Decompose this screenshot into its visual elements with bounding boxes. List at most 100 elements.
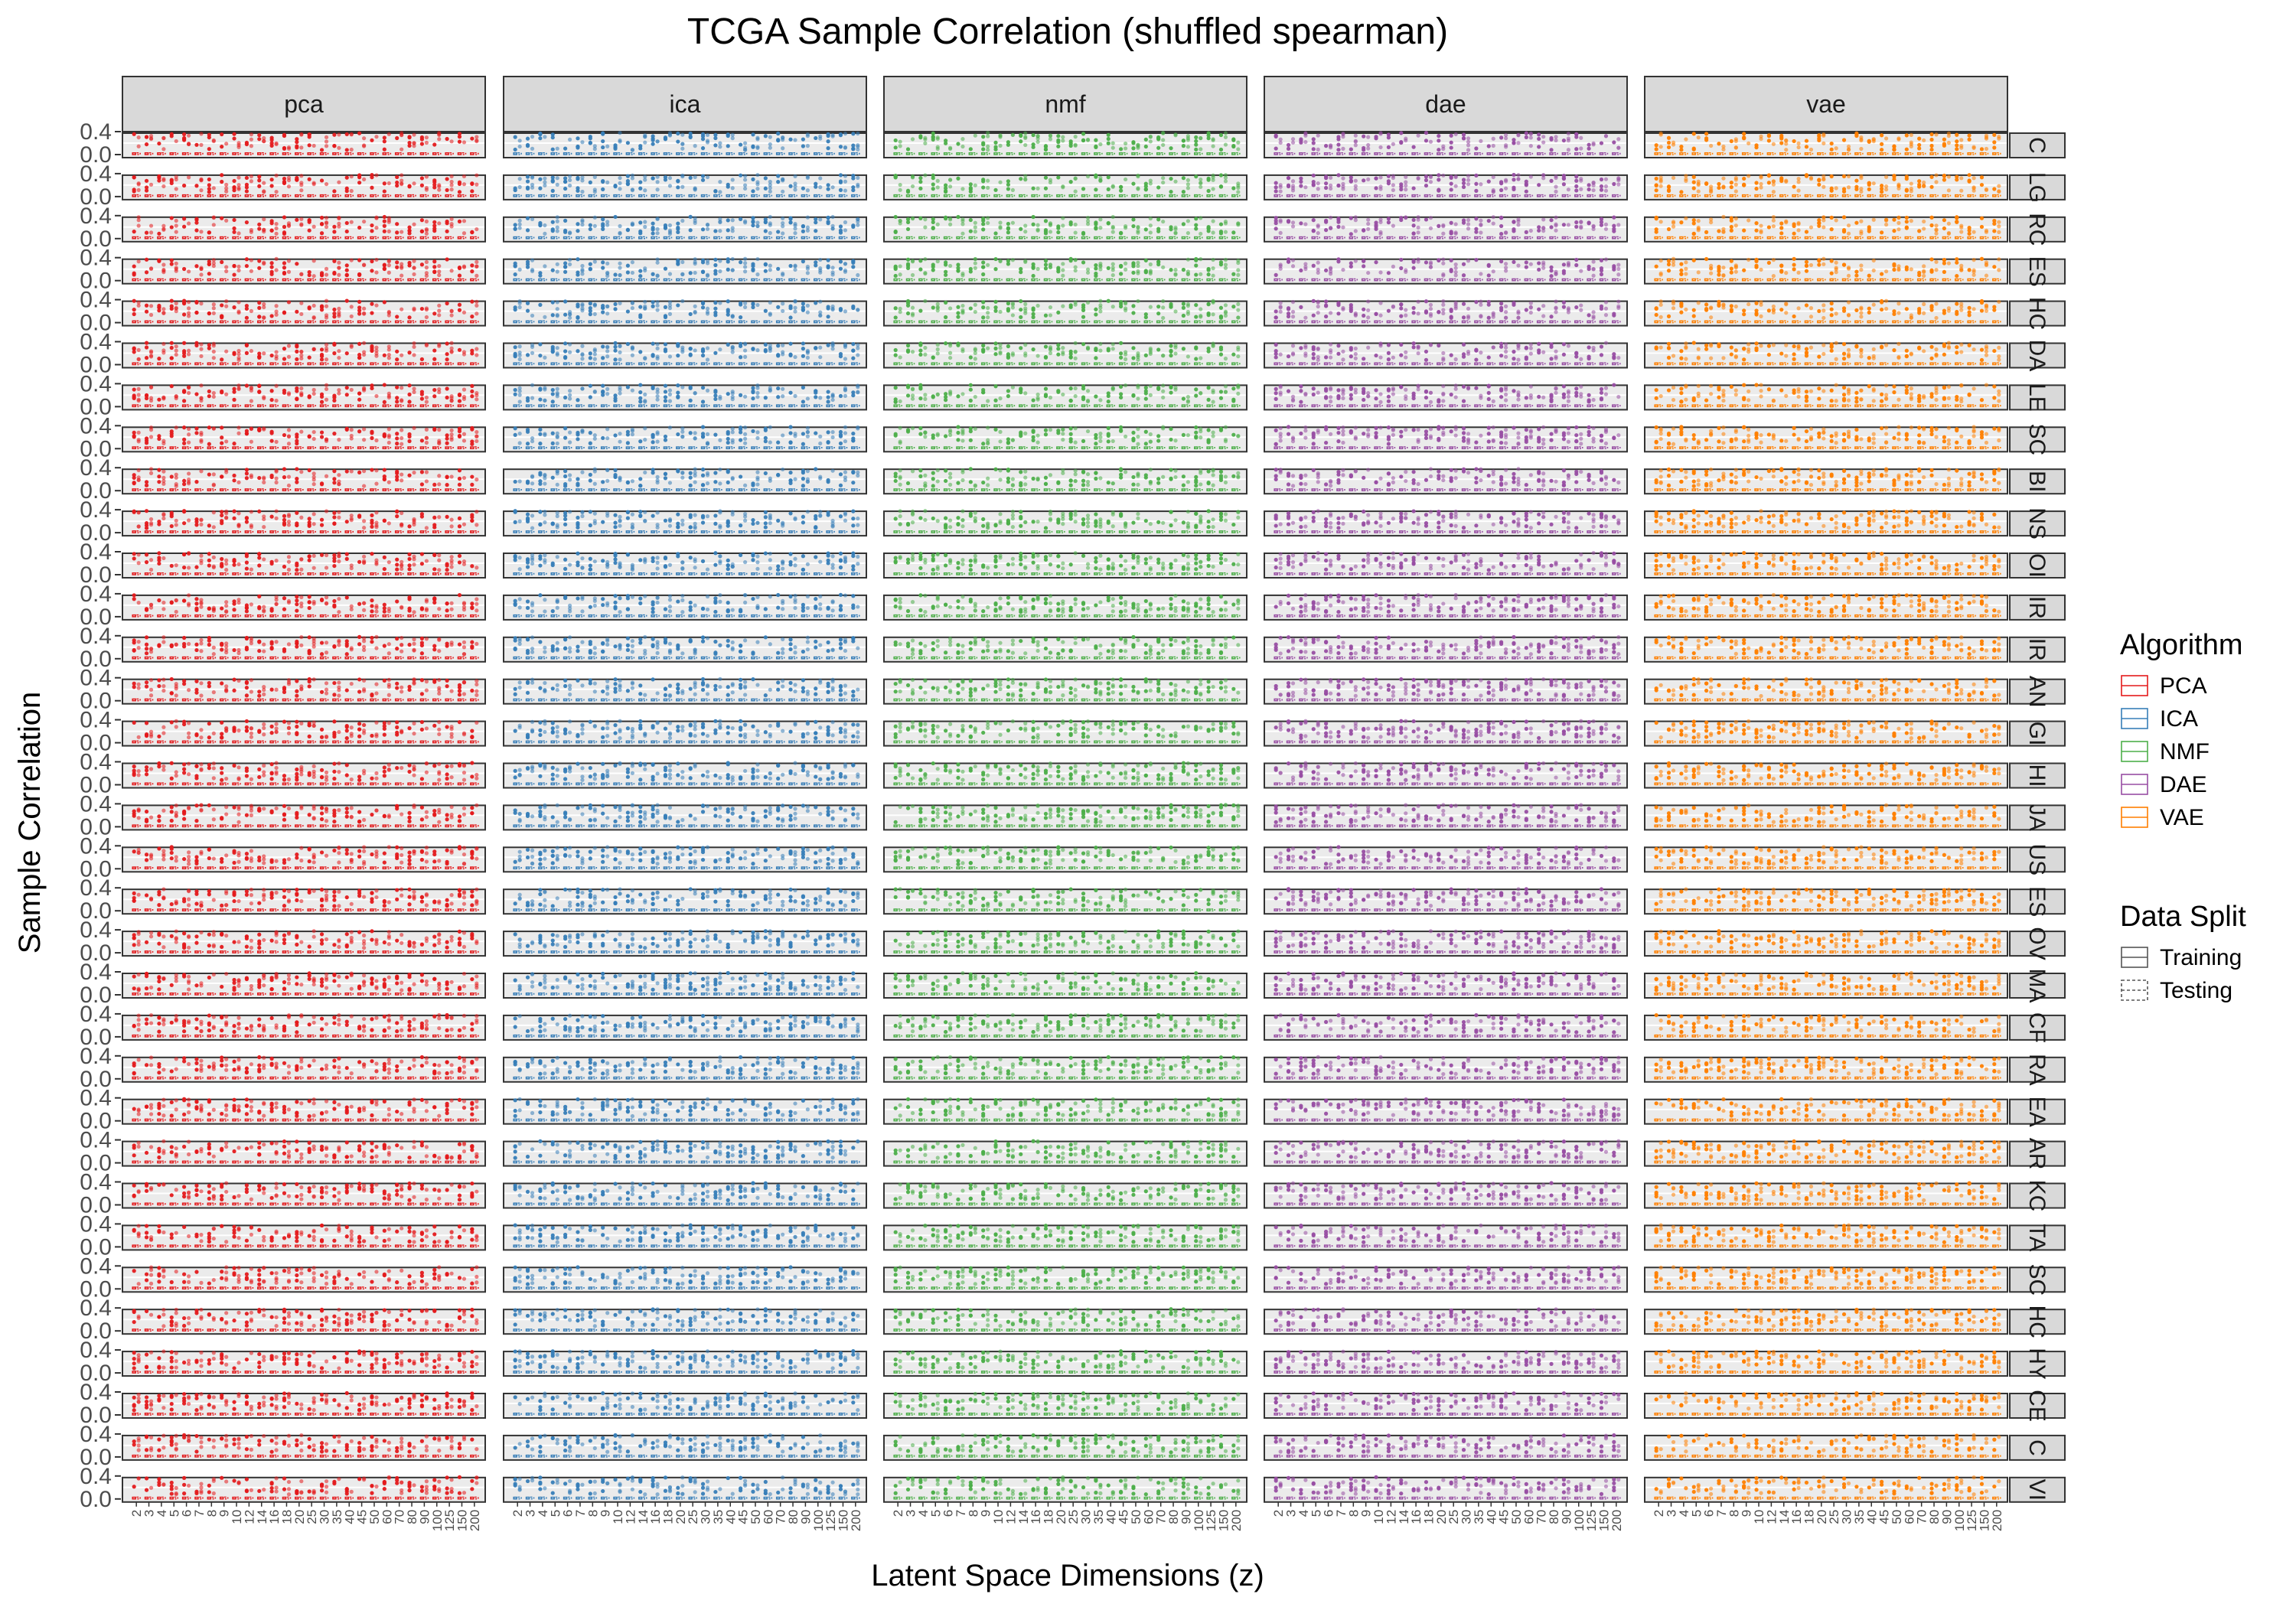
box-train [826, 152, 830, 155]
outlier-point [1729, 184, 1733, 190]
outlier-point [1119, 300, 1124, 305]
outlier-point [931, 182, 935, 187]
outlier-point [973, 302, 977, 307]
outlier-point [1386, 179, 1391, 184]
outlier-point [1353, 187, 1358, 191]
outlier-point [1934, 302, 1939, 306]
outlier-point [1942, 218, 1946, 223]
outlier-point [144, 188, 149, 193]
outlier-point [286, 300, 292, 305]
outlier-point [299, 311, 304, 317]
outlier-point [986, 134, 990, 139]
outlier-point [905, 190, 911, 194]
outlier-point [1231, 186, 1236, 191]
outlier-point [182, 217, 187, 221]
outlier-point [282, 215, 287, 220]
outlier-point [768, 214, 772, 220]
outlier-point [688, 175, 693, 180]
outlier-point [1349, 147, 1353, 152]
outlier-point [357, 131, 362, 135]
outlier-point [1603, 313, 1609, 318]
outlier-point [986, 131, 990, 135]
box-train [563, 152, 568, 155]
outlier-point [257, 174, 262, 179]
outlier-point [530, 313, 535, 318]
outlier-point [1056, 175, 1061, 180]
outlier-point [538, 223, 543, 228]
outlier-point [1466, 182, 1471, 187]
outlier-point [1955, 143, 1959, 148]
outlier-point [588, 141, 592, 145]
outlier-point [1124, 261, 1128, 266]
outlier-point [1181, 139, 1186, 143]
outlier-point [1658, 132, 1663, 137]
outlier-point [592, 302, 597, 307]
outlier-point [768, 230, 772, 236]
outlier-point [1466, 148, 1471, 152]
outlier-point [1992, 265, 1997, 269]
outlier-point [449, 269, 454, 273]
outlier-point [169, 225, 174, 230]
outlier-point [337, 310, 341, 315]
facet-strip-label-nmf: nmf [1045, 90, 1085, 118]
outlier-point [1721, 227, 1726, 231]
outlier-point [1955, 132, 1959, 137]
outlier-point [743, 174, 748, 178]
outlier-point [580, 178, 585, 183]
outlier-point [1131, 262, 1136, 266]
outlier-point [282, 224, 287, 230]
outlier-point [543, 135, 547, 139]
outlier-point [973, 256, 977, 262]
outlier-point [424, 135, 429, 140]
outlier-point [1449, 140, 1453, 145]
outlier-point [638, 186, 643, 191]
outlier-point [1804, 139, 1809, 143]
outlier-point [1173, 179, 1178, 184]
outlier-point [324, 224, 329, 230]
outlier-point [374, 303, 379, 308]
outlier-point [337, 180, 341, 184]
outlier-point [1771, 304, 1776, 309]
row-strip [2009, 132, 2066, 158]
outlier-point [1479, 230, 1483, 235]
box-train [207, 152, 212, 155]
outlier-point [1579, 187, 1583, 191]
outlier-point [461, 174, 467, 179]
outlier-point [324, 135, 329, 139]
outlier-point [1917, 308, 1922, 313]
outlier-point [1574, 174, 1579, 179]
outlier-point [395, 135, 400, 141]
outlier-point [1061, 304, 1065, 308]
outlier-point [1733, 182, 1738, 187]
outlier-point [257, 227, 262, 231]
outlier-point [370, 269, 374, 273]
outlier-point [1808, 177, 1814, 181]
outlier-point [249, 174, 253, 179]
outlier-point [1048, 222, 1053, 227]
outlier-point [1909, 144, 1913, 148]
outlier-point [1031, 315, 1035, 320]
outlier-point [655, 139, 660, 144]
outlier-point [1006, 187, 1010, 191]
outlier-point [1194, 139, 1199, 144]
outlier-point [357, 299, 362, 304]
outlier-point [618, 223, 622, 229]
outlier-point [1922, 227, 1926, 231]
outlier-point [931, 187, 935, 191]
outlier-point [931, 268, 935, 272]
row-strip-label: IR [2024, 638, 2050, 661]
outlier-point [605, 311, 610, 316]
outlier-point [1156, 227, 1161, 231]
outlier-point [207, 311, 211, 316]
outlier-point [1362, 145, 1366, 151]
outlier-point [893, 229, 898, 234]
outlier-point [157, 305, 161, 309]
outlier-point [1658, 302, 1663, 307]
outlier-point [960, 144, 965, 149]
outlier-point [299, 188, 304, 193]
outlier-point [299, 301, 304, 305]
outlier-point [457, 302, 462, 307]
outlier-point [898, 219, 902, 223]
outlier-point [1199, 307, 1203, 311]
